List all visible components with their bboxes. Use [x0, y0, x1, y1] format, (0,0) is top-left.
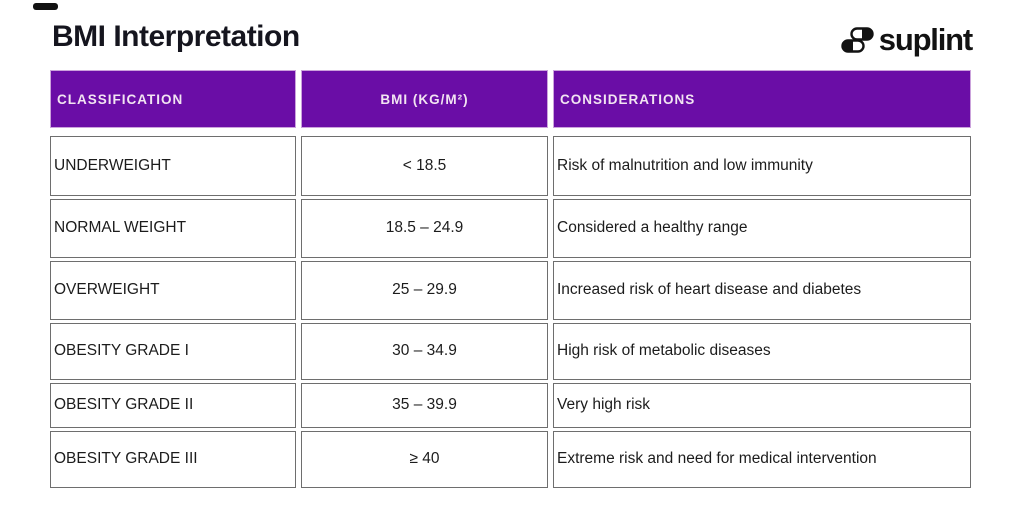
considerations-cell: High risk of metabolic diseases	[553, 323, 971, 380]
table-row: OBESITY GRADE III ≥ 40 Extreme risk and …	[50, 431, 971, 488]
column-header-bmi: BMI (KG/M²)	[301, 70, 548, 128]
table-row: UNDERWEIGHT < 18.5 Risk of malnutrition …	[50, 136, 971, 196]
table-row: OBESITY GRADE II 35 – 39.9 Very high ris…	[50, 383, 971, 428]
classification-cell: OBESITY GRADE II	[50, 383, 296, 428]
classification-cell: OBESITY GRADE I	[50, 323, 296, 380]
brand-name: suplint	[878, 21, 973, 57]
table-header-row: CLASSIFICATION BMI (KG/M²) CONSIDERATION…	[50, 70, 971, 128]
considerations-cell: Very high risk	[553, 383, 971, 428]
column-header-classification: CLASSIFICATION	[50, 70, 296, 128]
bmi-table: CLASSIFICATION BMI (KG/M²) CONSIDERATION…	[50, 70, 971, 491]
bmi-cell: 30 – 34.9	[301, 323, 548, 380]
pills-icon	[841, 27, 874, 53]
considerations-cell: Extreme risk and need for medical interv…	[553, 431, 971, 488]
table-body: UNDERWEIGHT < 18.5 Risk of malnutrition …	[50, 136, 971, 488]
considerations-cell: Risk of malnutrition and low immunity	[553, 136, 971, 196]
bmi-cell: ≥ 40	[301, 431, 548, 488]
table-row: OBESITY GRADE I 30 – 34.9 High risk of m…	[50, 323, 971, 380]
bmi-cell: 25 – 29.9	[301, 261, 548, 320]
classification-cell: NORMAL WEIGHT	[50, 199, 296, 258]
page-title: BMI Interpretation	[52, 20, 300, 53]
considerations-cell: Increased risk of heart disease and diab…	[553, 261, 971, 320]
bmi-cell: 18.5 – 24.9	[301, 199, 548, 258]
corner-mark	[33, 3, 58, 10]
bmi-cell: 35 – 39.9	[301, 383, 548, 428]
bmi-cell: < 18.5	[301, 136, 548, 196]
classification-cell: UNDERWEIGHT	[50, 136, 296, 196]
header-bar: BMI Interpretation suplint	[52, 20, 973, 57]
considerations-cell: Considered a healthy range	[553, 199, 971, 258]
table-row: NORMAL WEIGHT 18.5 – 24.9 Considered a h…	[50, 199, 971, 258]
classification-cell: OVERWEIGHT	[50, 261, 296, 320]
brand-logo: suplint	[841, 21, 973, 57]
classification-cell: OBESITY GRADE III	[50, 431, 296, 488]
column-header-considerations: CONSIDERATIONS	[553, 70, 971, 128]
table-row: OVERWEIGHT 25 – 29.9 Increased risk of h…	[50, 261, 971, 320]
